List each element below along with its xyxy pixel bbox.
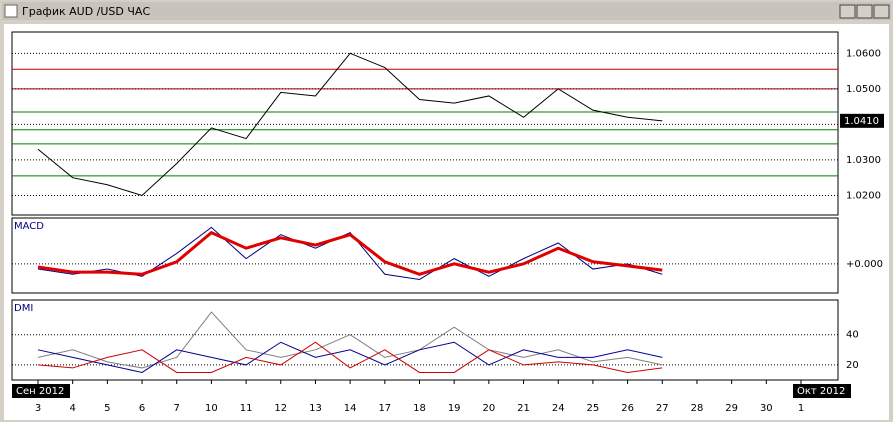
last-price-box	[840, 113, 884, 128]
series-line	[37, 230, 663, 276]
series-line	[37, 341, 663, 373]
panel-frame	[11, 217, 839, 294]
month-box	[793, 384, 851, 398]
x-tick-label: 27	[656, 403, 669, 414]
x-tick-label: 14	[344, 403, 357, 414]
x-tick-label: 29	[725, 403, 738, 414]
x-tick-label: 20	[482, 403, 495, 414]
title-bar	[2, 2, 891, 20]
y-tick-label: 20	[846, 360, 859, 371]
x-tick-label: 25	[587, 403, 600, 414]
x-tick-label: 13	[309, 403, 322, 414]
x-tick-label: 18	[413, 403, 426, 414]
x-tick-label: 12	[274, 403, 287, 414]
y-tick-label: 1.0200	[846, 190, 881, 201]
window-title: График AUD /USD ЧАС	[22, 5, 150, 18]
x-tick-label: 28	[691, 403, 704, 414]
x-tick-label: 17	[378, 403, 391, 414]
window-icon	[4, 4, 18, 18]
chart-area	[4, 24, 889, 420]
panel-frame	[11, 299, 839, 381]
last-price-label: 1.0410	[844, 116, 879, 127]
month-label: Окт 2012	[797, 386, 845, 397]
x-tick-label: 19	[448, 403, 461, 414]
x-tick-label: 24	[552, 403, 565, 414]
minimize-button[interactable]	[839, 4, 856, 19]
x-tick-label: 21	[517, 403, 530, 414]
y-tick-label: 1.0300	[846, 155, 881, 166]
y-tick-label: +0.000	[846, 259, 883, 270]
x-tick-label: 5	[104, 403, 110, 414]
month-box	[12, 384, 70, 398]
y-tick-label: 1.0600	[846, 48, 881, 59]
x-tick-label: 10	[205, 403, 218, 414]
x-tick-label: 7	[174, 403, 180, 414]
x-tick-label: 11	[240, 403, 253, 414]
y-tick-label: 40	[846, 330, 859, 341]
panel-title: DMI	[14, 303, 33, 314]
series-line	[37, 52, 663, 197]
month-label: Сен 2012	[16, 386, 64, 397]
panel-title: MACD	[14, 221, 44, 232]
close-button[interactable]	[873, 4, 890, 19]
maximize-button[interactable]	[856, 4, 873, 19]
x-tick-label: 4	[69, 403, 75, 414]
series-line	[37, 226, 663, 280]
x-tick-label: 6	[139, 403, 145, 414]
x-tick-label: 3	[35, 403, 41, 414]
x-tick-label: 30	[760, 403, 773, 414]
series-line	[37, 311, 663, 369]
series-line	[37, 341, 663, 373]
panel-frame	[11, 31, 839, 216]
x-tick-label: 26	[621, 403, 634, 414]
x-tick-label: 1	[798, 403, 804, 414]
y-tick-label: 1.0500	[846, 84, 881, 95]
